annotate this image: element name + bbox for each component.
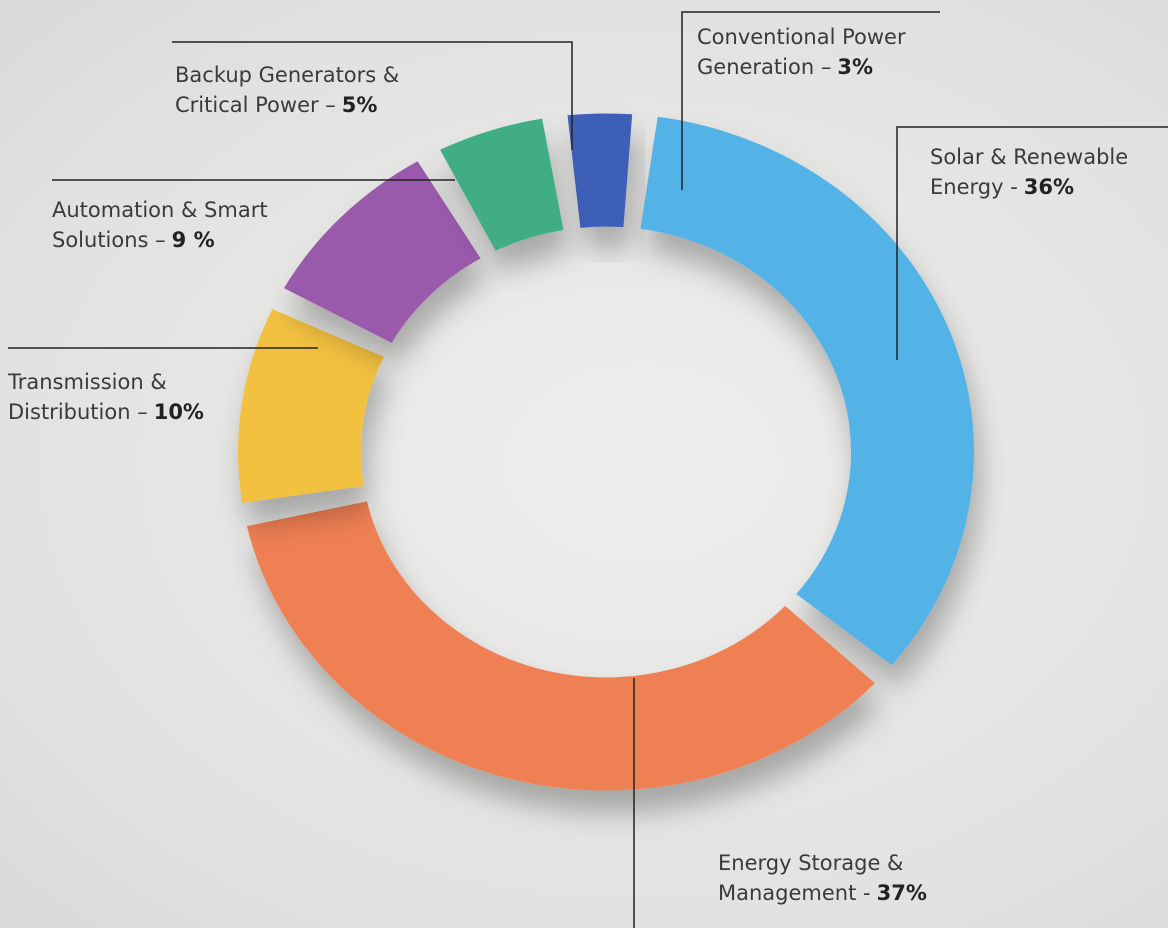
value-label: 5% xyxy=(342,93,378,117)
category-name: Energy Storage & Management - xyxy=(718,851,903,905)
page: (() => { const data = JSON.parse(documen… xyxy=(0,0,1168,928)
segment-label: Backup Generators & Critical Power –5% xyxy=(175,60,430,120)
value-label: 9 % xyxy=(172,228,215,252)
category-name: Transmission & Distribution – xyxy=(8,370,167,424)
category-name: Conventional Power Generation – xyxy=(697,25,906,79)
donut xyxy=(238,113,974,790)
segment-label: Transmission & Distribution –10% xyxy=(8,367,213,427)
donut-segment xyxy=(284,161,481,343)
donut-segment xyxy=(640,117,974,665)
chart xyxy=(0,0,1168,928)
value-label: 3% xyxy=(837,55,873,79)
donut-segment xyxy=(568,113,633,227)
donut-segment xyxy=(247,501,875,790)
segment-label: Automation & Smart Solutions –9 % xyxy=(52,195,307,255)
donut-segment xyxy=(238,309,384,503)
category-name: Automation & Smart Solutions – xyxy=(52,198,268,252)
segment-label: Solar & Renewable Energy -36% xyxy=(930,142,1162,202)
value-label: 10% xyxy=(154,400,204,424)
segment-label: Energy Storage & Management -37% xyxy=(718,848,963,908)
segment-label: Conventional Power Generation –3% xyxy=(697,22,947,82)
value-label: 36% xyxy=(1024,175,1074,199)
value-label: 37% xyxy=(877,881,927,905)
